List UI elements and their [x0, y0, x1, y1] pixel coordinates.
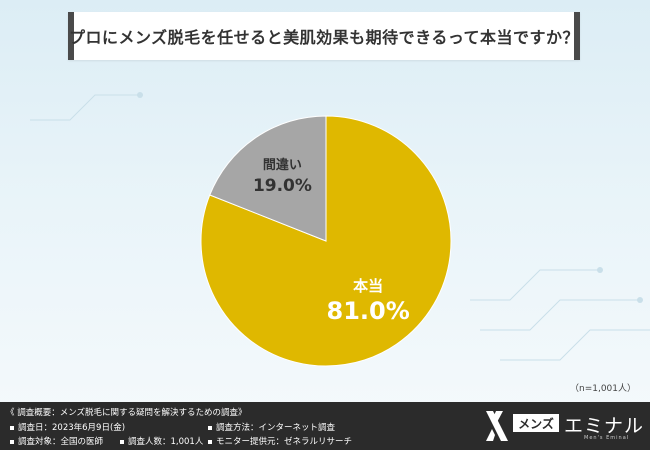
brand-logo: メンズ エミナル Men's Eminal	[484, 409, 644, 443]
footer: 《 調査概要：メンズ脱毛に関する疑問を解決するための調査》 調査日：2023年6…	[0, 402, 650, 450]
pie-slice	[209, 115, 327, 242]
slice-value-label: 19.0%	[253, 176, 312, 196]
background-decoration	[30, 92, 650, 361]
circuit-node	[637, 297, 643, 303]
slice-value-label: 81.0%	[327, 297, 410, 325]
question-text: プロにメンズ脱毛を任せると美肌効果も期待できるって本当ですか？	[68, 28, 580, 47]
logo-main-text: エミナル	[564, 415, 645, 437]
circuit-node	[597, 267, 603, 273]
bullet-icon	[120, 439, 124, 444]
survey-item-count: 調査人数：1,001人	[120, 435, 203, 447]
bullet-icon	[208, 439, 212, 444]
circuit-line	[30, 94, 140, 121]
circuit-line	[500, 329, 650, 361]
survey-title: 《 調査概要：メンズ脱毛に関する疑問を解決するための調査》	[6, 408, 247, 418]
bullet-icon	[208, 425, 212, 430]
survey-item-provider: モニター提供元：ゼネラルリサーチ	[208, 435, 352, 447]
slice-label: 間違い	[263, 157, 302, 173]
slice-label: 本当	[353, 277, 383, 295]
bullet-icon	[10, 439, 14, 444]
question-box: プロにメンズ脱毛を任せると美肌効果も期待できるって本当ですか？	[68, 12, 580, 60]
sample-size-note: （n=1,001人）	[569, 384, 636, 394]
pie-chart: 本当 81.0% 間違い 19.0%	[200, 115, 452, 367]
survey-item-target: 調査対象：全国の医師	[10, 435, 103, 447]
circuit-line	[480, 299, 640, 331]
logo-mark-icon	[486, 411, 508, 441]
circuit-line	[470, 269, 600, 301]
pie-slice	[200, 115, 452, 367]
survey-item-method: 調査方法：インターネット調査	[208, 421, 335, 433]
bullet-icon	[10, 425, 14, 430]
logo-sub-text: Men's Eminal	[584, 435, 630, 441]
circuit-node	[137, 92, 143, 98]
survey-item-date: 調査日：2023年6月9日(金)	[10, 421, 125, 433]
logo-box-text: メンズ	[513, 414, 559, 432]
